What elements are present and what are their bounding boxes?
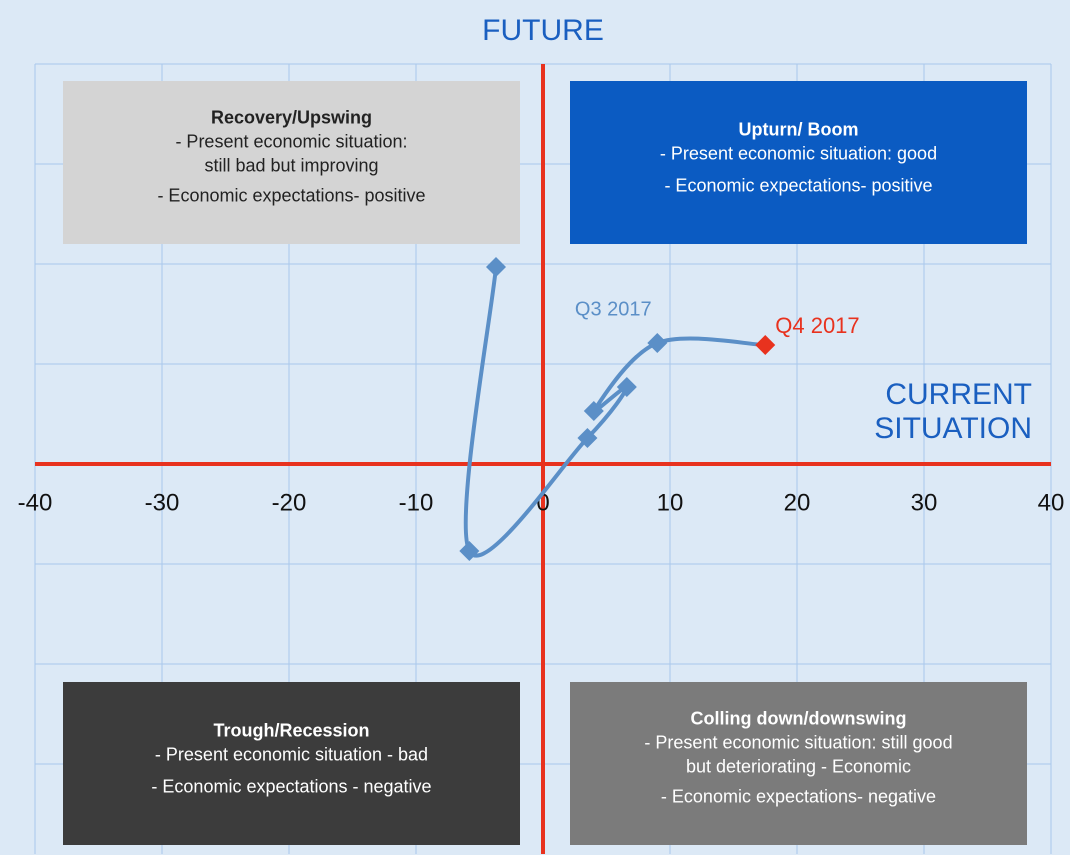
quadrant-text: but deteriorating - Economic bbox=[686, 756, 911, 776]
quadrant-title: Trough/Recession bbox=[213, 720, 369, 740]
point-marker bbox=[486, 257, 507, 277]
chart-title: FUTURE bbox=[482, 14, 604, 47]
quadrant-text: - Economic expectations - negative bbox=[151, 776, 431, 796]
quadrant-text: still bad but improving bbox=[204, 155, 378, 175]
point-marker bbox=[577, 428, 598, 448]
x-tick-label: 30 bbox=[911, 489, 938, 516]
x-axis-label: CURRENT bbox=[885, 378, 1032, 411]
quadrant-text: - Economic expectations- negative bbox=[661, 786, 936, 806]
quadrant-title: Upturn/ Boom bbox=[739, 119, 859, 139]
quadrant-text: - Present economic situation - bad bbox=[155, 744, 428, 764]
x-tick-label: -40 bbox=[18, 489, 53, 516]
quadrant-box bbox=[570, 81, 1027, 244]
point-marker bbox=[459, 541, 480, 561]
point-label: Q3 2017 bbox=[575, 298, 652, 320]
x-tick-label: -10 bbox=[399, 489, 434, 516]
point-marker bbox=[583, 401, 604, 421]
quadrant-text: - Present economic situation: good bbox=[660, 143, 937, 163]
x-tick-label: 40 bbox=[1038, 489, 1065, 516]
quadrant-title: Colling down/downswing bbox=[691, 708, 907, 728]
x-tick-label: -20 bbox=[272, 489, 307, 516]
quadrant-text: - Present economic situation: bbox=[175, 131, 407, 151]
x-tick-label: 10 bbox=[657, 489, 684, 516]
point-marker bbox=[616, 377, 637, 397]
x-tick-label: 20 bbox=[784, 489, 811, 516]
quadrant-box bbox=[63, 682, 520, 845]
quadrant-text: - Economic expectations- positive bbox=[664, 175, 932, 195]
x-tick-label: -30 bbox=[145, 489, 180, 516]
x-axis-label: SITUATION bbox=[874, 412, 1032, 445]
point-label: Q4 2017 bbox=[775, 313, 859, 338]
quadrant-title: Recovery/Upswing bbox=[211, 107, 372, 127]
quadrant-box bbox=[63, 81, 520, 244]
point-marker bbox=[647, 333, 668, 353]
quadrant-box bbox=[570, 682, 1027, 845]
quadrant-text: - Economic expectations- positive bbox=[157, 185, 425, 205]
quadrant-text: - Present economic situation: still good bbox=[644, 732, 952, 752]
point-marker bbox=[755, 335, 776, 355]
